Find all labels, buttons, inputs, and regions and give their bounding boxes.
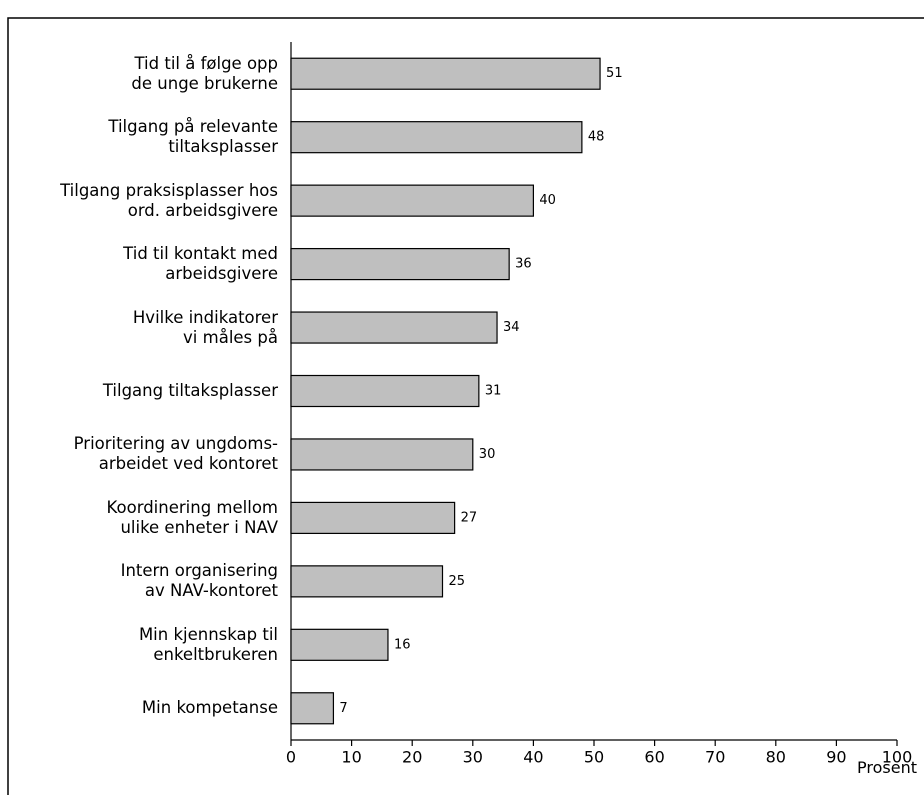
value-label: 51 (606, 66, 623, 81)
x-tick-label: 50 (584, 748, 604, 767)
x-tick-label: 20 (402, 748, 422, 767)
value-label: 34 (503, 320, 520, 335)
y-tick-label: Hvilke indikatorer vi måles på (132, 307, 278, 347)
value-label: 7 (339, 701, 347, 716)
x-tick-label: 90 (826, 748, 846, 767)
y-tick-label: Tilgang på relevante tiltaksplasser (108, 117, 278, 157)
value-label: 16 (394, 637, 411, 652)
y-tick-label: Tilgang tiltaksplasser (102, 381, 278, 400)
value-label: 48 (588, 130, 605, 145)
bar (290, 247, 510, 281)
y-tick-label: Intern organisering av NAV-kontoret (120, 561, 278, 601)
bar (290, 311, 498, 344)
x-tick-label: 100 (882, 748, 913, 767)
frame (7, 17, 924, 795)
y-tick-label: Tilgang praksisplasser hos ord. arbeidsg… (60, 180, 278, 220)
bar (290, 565, 444, 598)
x-tick-label: 70 (705, 748, 725, 767)
y-tick-label: Tid til kontakt med arbeidsgivere (123, 244, 278, 284)
x-tick-label: 30 (463, 748, 483, 767)
bar (290, 501, 456, 535)
value-label: 27 (461, 510, 478, 525)
bar (290, 184, 534, 217)
x-tick-label: 0 (286, 748, 296, 767)
bar (290, 57, 601, 90)
value-label: 36 (515, 257, 532, 272)
bar (290, 374, 480, 408)
value-label: 40 (539, 193, 556, 208)
bar (290, 628, 389, 661)
value-label: 31 (485, 384, 502, 399)
value-label: 25 (449, 574, 466, 589)
bar (290, 438, 474, 471)
y-tick-label: Min kompetanse (141, 698, 278, 718)
bar (290, 121, 583, 154)
y-tick-label: Min kjennskap til enkeltbrukeren (138, 624, 278, 664)
y-tick-label: Prioritering av ungdoms- arbeidet ved ko… (73, 434, 278, 474)
bar (290, 692, 335, 725)
x-tick-label: 10 (341, 748, 361, 767)
y-tick-label: Koordinering mellom ulike enheter i NAV (106, 497, 278, 537)
x-tick-label: 40 (523, 748, 543, 767)
value-label: 30 (479, 447, 496, 462)
x-tick-label: 80 (766, 748, 786, 767)
x-tick-label: 60 (644, 748, 664, 767)
x-axis-label: Prosent (857, 758, 917, 777)
y-tick-label: Tid til å følge opp de unge brukerne (131, 53, 278, 93)
